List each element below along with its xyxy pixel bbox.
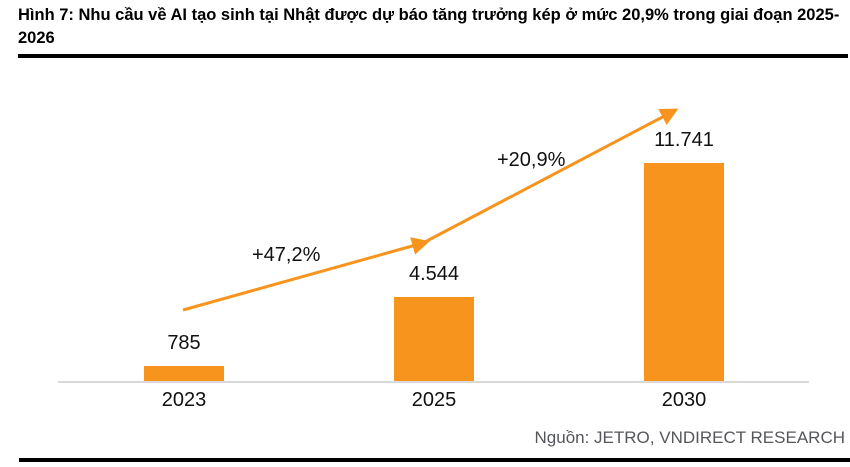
bottom-divider [19, 458, 850, 462]
x-axis-line [58, 381, 809, 383]
growth-label-2023-2025: +47,2% [252, 244, 321, 266]
growth-label-2025-2030: +20,9% [497, 149, 566, 171]
bar-value-label: 11.741 [654, 129, 714, 151]
bar-group-2023: 785 [144, 332, 224, 381]
source-credit: Nguồn: JETRO, VNDIRECT RESEARCH [534, 428, 845, 447]
bar-2030 [644, 163, 724, 381]
x-axis-label-2030: 2030 [661, 389, 707, 411]
x-axis-label-2025: 2025 [411, 389, 457, 411]
bar-value-label: 4.544 [408, 263, 460, 285]
figure-title: Hình 7: Nhu cầu về AI tạo sinh tại Nhật … [18, 6, 840, 47]
bar-group-2030: 11.741 [644, 129, 724, 381]
bar-2023 [144, 366, 224, 381]
bar-2025 [394, 297, 474, 381]
title-divider [18, 54, 848, 58]
x-axis-label-2023: 2023 [161, 389, 207, 411]
bar-value-label: 785 [167, 332, 201, 354]
bar-group-2025: 4.544 [394, 263, 474, 381]
